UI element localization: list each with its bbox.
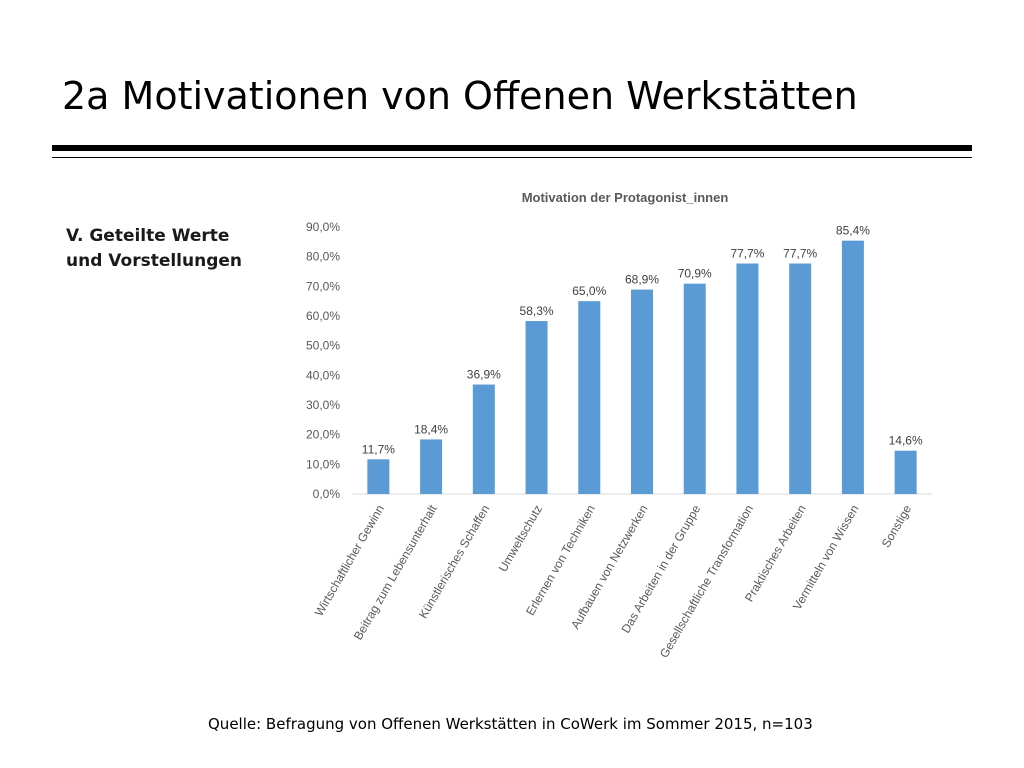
data-label: 11,7% [362,442,395,456]
bar [367,459,390,494]
bar [578,301,601,494]
y-tick-label: 90,0% [306,220,340,234]
bar [841,240,864,494]
category-label: Gesellschaftliche Transformation [657,503,756,661]
data-label: 14,6% [889,434,923,448]
data-label: 77,7% [783,246,817,260]
y-tick-label: 80,0% [306,250,340,264]
data-label: 70,9% [678,267,712,281]
y-tick-label: 30,0% [306,398,340,412]
category-label: Sonstige [879,502,915,550]
bar [420,439,443,494]
data-label: 36,9% [467,368,501,382]
bar [789,263,812,494]
data-label: 77,7% [730,246,764,260]
title-rule-thick [52,145,972,151]
data-label: 18,4% [414,422,448,436]
title-rule-thin [52,157,972,158]
y-tick-label: 60,0% [306,309,340,323]
bar [631,289,653,494]
data-label: 68,9% [625,273,659,287]
side-heading-line-1: V. Geteilte Werte [66,226,230,246]
side-heading: V. Geteilte Werte und Vorstellungen [66,224,242,274]
source-note: Quelle: Befragung von Offenen Werkstätte… [208,715,813,733]
bar [525,321,548,494]
y-tick-label: 20,0% [306,428,340,442]
bar [736,263,759,494]
y-tick-label: 70,0% [306,279,340,293]
side-heading-line-2: und Vorstellungen [66,251,243,271]
y-tick-label: 10,0% [306,457,340,471]
y-tick-label: 50,0% [306,339,340,353]
data-label: 85,4% [836,224,870,238]
category-label: Umweltschutz [496,503,545,575]
bar [472,384,495,494]
data-label: 58,3% [520,304,554,318]
bar [894,450,917,494]
bar [683,283,706,494]
y-tick-label: 0,0% [313,487,341,501]
slide-title: 2a Motivationen von Offenen Werkstätten [62,74,858,118]
chart-title: Motivation der Protagonist_innen [522,190,729,205]
data-label: 65,0% [572,284,606,298]
y-tick-label: 40,0% [306,368,340,382]
bar-chart: Motivation der Protagonist_innen 11,7% 18… [306,190,932,661]
